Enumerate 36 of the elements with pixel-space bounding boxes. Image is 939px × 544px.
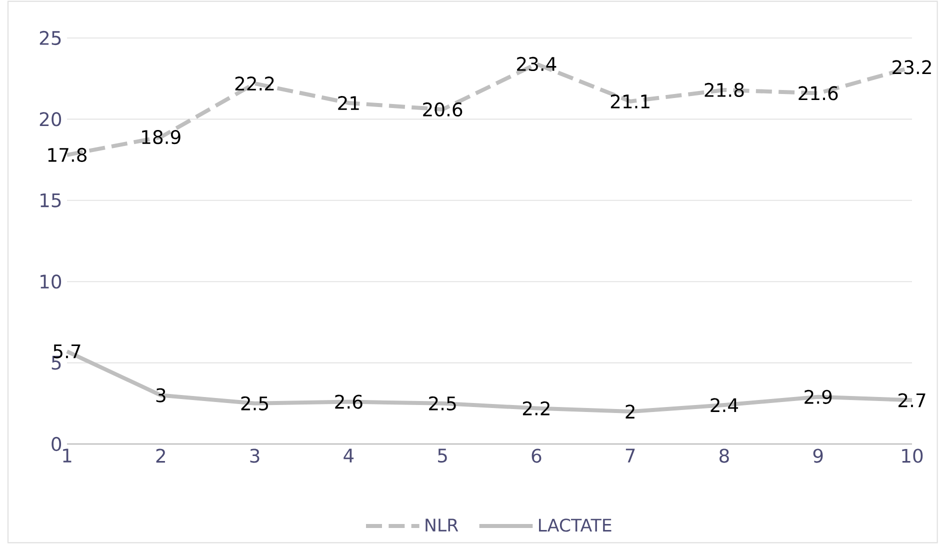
data-label: 2.5 [429,396,456,410]
data-label: 2.5 [241,396,268,410]
data-label: 2.7 [898,393,926,408]
data-label: 2.6 [335,394,362,409]
x-tick-label: 3 [250,448,260,463]
data-label: 2.2 [522,401,550,416]
data-label: 17.8 [48,148,87,162]
x-tick-label: 2 [156,448,165,463]
y-tick-label: 20 [40,112,62,126]
x-tick-label: 5 [438,448,447,463]
legend-label: NLR [426,518,458,532]
data-label: 23.2 [892,60,931,74]
x-tick-label: 1 [63,448,72,462]
data-label: 21.6 [798,86,838,100]
data-label: 2.9 [804,390,832,404]
x-tick-label: 9 [813,448,823,463]
data-label: 22.2 [235,76,274,90]
y-tick-label: 25 [40,30,61,46]
legend-label: LACTATE [539,518,612,532]
y-tick-label: 0 [52,436,62,452]
x-tick-label: 4 [344,448,354,462]
data-label: 21.8 [704,82,744,98]
x-tick-label: 6 [532,448,542,463]
x-tick-label: 7 [626,448,635,462]
data-label: 2 [626,404,634,418]
data-label: 21.1 [610,94,650,108]
y-tick-label: 15 [40,193,61,208]
data-label: 3 [156,388,166,402]
x-tick-label: 8 [720,448,729,463]
data-label: 18.9 [142,130,180,144]
x-tick-label: 10 [902,448,923,463]
data-label: 20.6 [423,102,462,117]
data-label: 2.4 [710,398,738,412]
y-tick-label: 10 [40,274,62,289]
data-label: 21 [338,96,359,110]
data-label: 23.4 [517,56,556,72]
